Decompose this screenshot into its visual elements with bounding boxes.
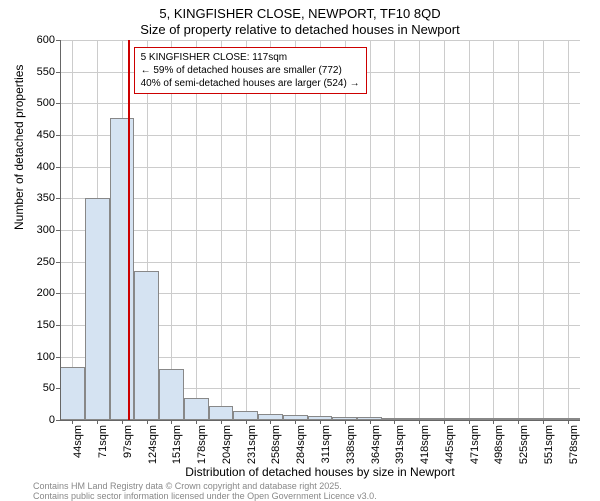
xtick-label: 204sqm: [221, 425, 233, 475]
ytick-label: 600: [15, 34, 55, 46]
grid-line-h: [60, 230, 580, 231]
xtick-label: 525sqm: [518, 425, 530, 475]
xtick-mark: [469, 420, 470, 424]
xtick-label: 391sqm: [394, 425, 406, 475]
annotation-line2: ← 59% of detached houses are smaller (77…: [141, 64, 360, 77]
xtick-mark: [171, 420, 172, 424]
ytick-label: 350: [15, 192, 55, 204]
xtick-mark: [518, 420, 519, 424]
grid-line-h: [60, 103, 580, 104]
grid-line-h: [60, 135, 580, 136]
xtick-mark: [419, 420, 420, 424]
xtick-label: 364sqm: [370, 425, 382, 475]
xtick-label: 284sqm: [295, 425, 307, 475]
ytick-mark: [56, 40, 60, 41]
ytick-mark: [56, 167, 60, 168]
ytick-label: 400: [15, 161, 55, 173]
ytick-mark: [56, 293, 60, 294]
chart-title-line1: 5, KINGFISHER CLOSE, NEWPORT, TF10 8QD: [0, 6, 600, 21]
footer-line1: Contains HM Land Registry data © Crown c…: [33, 481, 342, 491]
xtick-label: 44sqm: [72, 425, 84, 475]
ytick-label: 200: [15, 287, 55, 299]
ytick-mark: [56, 357, 60, 358]
xtick-label: 418sqm: [419, 425, 431, 475]
ytick-mark: [56, 72, 60, 73]
grid-line-h: [60, 198, 580, 199]
histogram-bar: [110, 118, 135, 420]
grid-line-h: [60, 40, 580, 41]
xtick-mark: [246, 420, 247, 424]
histogram-bar: [60, 367, 85, 420]
ytick-label: 100: [15, 351, 55, 363]
xtick-label: 578sqm: [568, 425, 580, 475]
xtick-mark: [320, 420, 321, 424]
ytick-mark: [56, 262, 60, 263]
histogram-bar: [159, 369, 184, 420]
xtick-mark: [270, 420, 271, 424]
xtick-label: 97sqm: [122, 425, 134, 475]
ytick-mark: [56, 135, 60, 136]
ytick-label: 450: [15, 129, 55, 141]
xtick-mark: [394, 420, 395, 424]
xtick-label: 231sqm: [246, 425, 258, 475]
xtick-mark: [345, 420, 346, 424]
xtick-label: 471sqm: [469, 425, 481, 475]
reference-line: [128, 40, 130, 420]
xtick-label: 151sqm: [171, 425, 183, 475]
xtick-mark: [97, 420, 98, 424]
xtick-mark: [196, 420, 197, 424]
xtick-mark: [221, 420, 222, 424]
y-axis-label: Number of detached properties: [12, 65, 26, 230]
grid-line-h: [60, 167, 580, 168]
xtick-label: 178sqm: [196, 425, 208, 475]
xtick-mark: [147, 420, 148, 424]
histogram-bar: [184, 398, 209, 420]
ytick-label: 300: [15, 224, 55, 236]
chart-title-line2: Size of property relative to detached ho…: [0, 22, 600, 37]
ytick-mark: [56, 325, 60, 326]
xtick-label: 338sqm: [345, 425, 357, 475]
histogram-bar: [233, 411, 258, 421]
ytick-label: 550: [15, 66, 55, 78]
histogram-bar: [209, 406, 234, 420]
ytick-label: 250: [15, 256, 55, 268]
histogram-bar: [134, 271, 159, 420]
annotation-line1: 5 KINGFISHER CLOSE: 117sqm: [141, 51, 360, 64]
xtick-mark: [568, 420, 569, 424]
xtick-label: 71sqm: [97, 425, 109, 475]
ytick-label: 50: [15, 382, 55, 394]
xtick-mark: [493, 420, 494, 424]
xtick-label: 445sqm: [444, 425, 456, 475]
xtick-label: 258sqm: [270, 425, 282, 475]
ytick-label: 0: [15, 414, 55, 426]
xtick-label: 498sqm: [493, 425, 505, 475]
ytick-label: 150: [15, 319, 55, 331]
plot-area: [60, 40, 580, 420]
histogram-bar: [85, 198, 110, 420]
grid-line-h: [60, 262, 580, 263]
xtick-mark: [444, 420, 445, 424]
ytick-mark: [56, 103, 60, 104]
xtick-mark: [543, 420, 544, 424]
ytick-mark: [56, 420, 60, 421]
xtick-mark: [370, 420, 371, 424]
xtick-label: 311sqm: [320, 425, 332, 475]
xtick-label: 551sqm: [543, 425, 555, 475]
xtick-mark: [122, 420, 123, 424]
ytick-mark: [56, 388, 60, 389]
xtick-mark: [72, 420, 73, 424]
annotation-box: 5 KINGFISHER CLOSE: 117sqm← 59% of detac…: [134, 47, 367, 94]
ytick-mark: [56, 230, 60, 231]
xtick-label: 124sqm: [147, 425, 159, 475]
y-axis: [60, 40, 61, 420]
xtick-mark: [295, 420, 296, 424]
ytick-mark: [56, 198, 60, 199]
annotation-line3: 40% of semi-detached houses are larger (…: [141, 77, 360, 90]
ytick-label: 500: [15, 97, 55, 109]
